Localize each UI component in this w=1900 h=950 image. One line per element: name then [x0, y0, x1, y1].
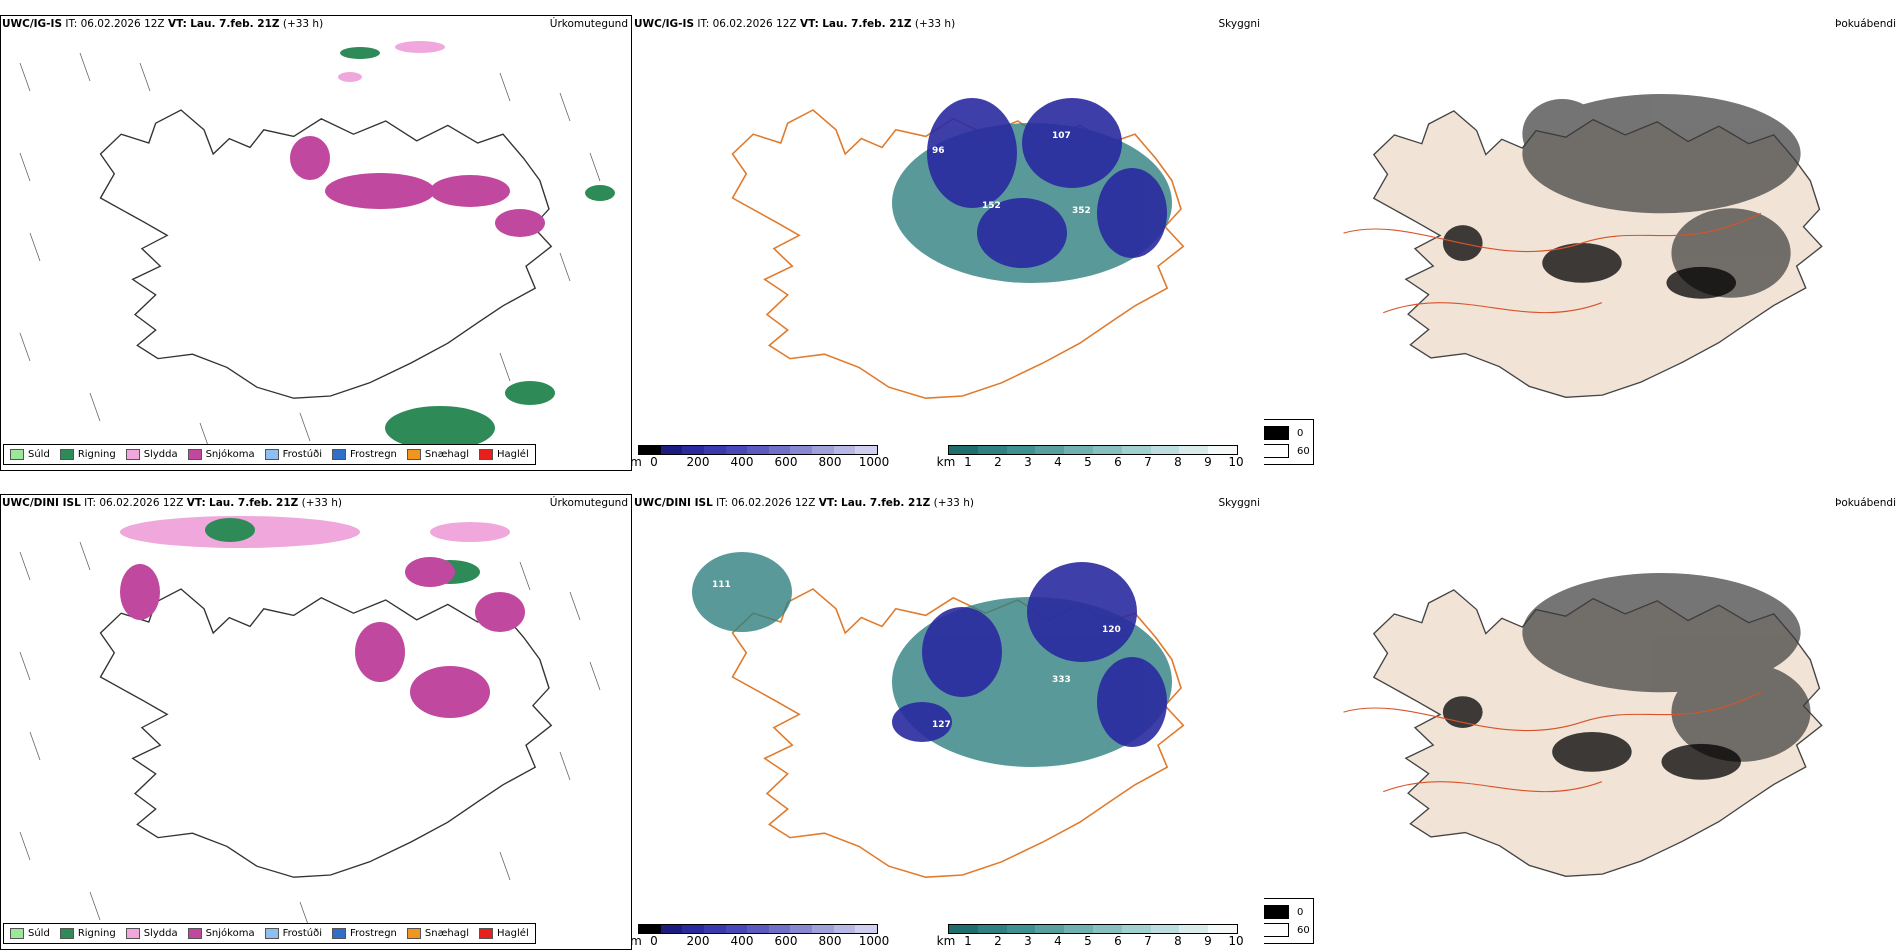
legend-swatch — [264, 449, 279, 460]
panel-header: UWC/DINI ISL IT: 06.02.2026 12Z VT: Lau.… — [2, 497, 342, 509]
legend-item: Rigning — [59, 928, 116, 939]
legend-swatch — [406, 449, 421, 460]
precip-map — [19, 516, 601, 931]
legend-swatch — [59, 449, 74, 460]
precip-type-panel-igis: UWC/IG-IS IT: 06.02.2026 12Z VT: Lau. 7.… — [0, 15, 632, 471]
fog-legend: 0 60 — [1264, 419, 1314, 465]
panel-header: UWC/IG-IS IT: 06.02.2026 12Z VT: Lau. 7.… — [634, 18, 956, 30]
panel-header: UWC/DINI ISL IT: 06.02.2026 12Z VT: Lau.… — [634, 497, 974, 509]
ceiling-label: 333 — [1052, 675, 1071, 685]
ceiling-label: 96 — [932, 146, 945, 156]
ceiling-label: 238 — [862, 553, 881, 563]
panel-header: UWC/IG-IS IT: 06.02.2026 12Z VT: Lau. 7.… — [2, 18, 324, 30]
panel-title: Úrkomutegund — [549, 497, 628, 509]
fog-legend-row: 60 — [1264, 444, 1310, 458]
visibility-colorbar-bars — [948, 445, 1238, 455]
fog-legend-box — [1264, 923, 1289, 937]
ceiling-colorbar: m 0 200 400 600 800 1000 — [632, 445, 890, 469]
fog-index-map — [1343, 94, 1823, 398]
legend-swatch — [332, 449, 346, 460]
ceiling-label: 81 — [752, 106, 765, 116]
legend-item: Súld — [10, 928, 50, 939]
legend-swatch — [479, 928, 494, 939]
legend-swatch — [187, 449, 202, 460]
legend-item: Snjókoma — [187, 449, 255, 460]
fog-legend: 0 60 — [1264, 898, 1314, 944]
legend-swatch — [332, 928, 346, 939]
cloud-ceiling-panel-igis: UWC/IG-IS IT: 06.02.2026 12Z VT: Lau. 7.… — [632, 15, 1264, 471]
legend-swatch — [10, 928, 24, 939]
fog-legend-box — [1264, 905, 1289, 919]
legend-swatch — [125, 449, 140, 460]
panel-title: Skyggni — [1218, 497, 1261, 509]
legend-item: Snæhagl — [406, 449, 469, 460]
legend-swatch — [406, 928, 421, 939]
legend-swatch — [264, 928, 279, 939]
ceiling-colorbar: m 0 200 400 600 800 1000 — [632, 924, 890, 948]
precip-type-legend: Súld Rigning Slydda Snjókoma Frostúði Fr… — [3, 444, 536, 465]
cloud-ceiling-map: 81 96 107 152 352 — [731, 98, 1185, 400]
fog-index-panel-dini: Þokuábendi 0 60 — [1264, 494, 1900, 950]
legend-swatch — [10, 449, 24, 460]
ceiling-label: 127 — [932, 720, 951, 730]
ceiling-colorbar-ticks: m 0 200 400 600 800 1000 — [632, 455, 890, 469]
precip-type-legend: Súld Rigning Slydda Snjókoma Frostúði Fr… — [3, 923, 536, 944]
visibility-colorbar: km 1 2 3 4 5 6 7 8 9 10 — [936, 445, 1244, 469]
ceiling-label: 152 — [982, 201, 1001, 211]
visibility-colorbar: km 1 2 3 4 5 6 7 8 9 10 — [936, 924, 1244, 948]
precip-type-panel-dini: UWC/DINI ISL IT: 06.02.2026 12Z VT: Lau.… — [0, 494, 632, 950]
ceiling-colorbar-bars — [638, 924, 878, 934]
panel-title: Þokuábendi — [1835, 18, 1896, 30]
legend-item: Súld — [10, 449, 50, 460]
legend-item: Slydda — [125, 449, 178, 460]
legend-item: Slydda — [125, 928, 178, 939]
cloud-ceiling-panel-dini: UWC/DINI ISL IT: 06.02.2026 12Z VT: Lau.… — [632, 494, 1264, 950]
visibility-colorbar-ticks: km 1 2 3 4 5 6 7 8 9 10 — [936, 934, 1244, 948]
fog-legend-row: 0 — [1264, 426, 1303, 440]
fog-index-panel-igis: Þokuábendi 0 60 — [1264, 15, 1900, 471]
legend-swatch — [125, 928, 140, 939]
legend-swatch — [187, 928, 202, 939]
precip-map — [19, 41, 615, 452]
legend-item: Haglél — [479, 928, 529, 939]
legend-item: Snæhagl — [406, 928, 469, 939]
fog-legend-row: 60 — [1264, 923, 1310, 937]
panel-title: Þokuábendi — [1835, 497, 1896, 509]
visibility-colorbar-ticks: km 1 2 3 4 5 6 7 8 9 10 — [936, 455, 1244, 469]
legend-item: Rigning — [59, 449, 116, 460]
ceiling-label: 352 — [1072, 206, 1091, 216]
ceiling-colorbar-ticks: m 0 200 400 600 800 1000 — [632, 934, 890, 948]
legend-item: Frostregn — [332, 928, 397, 939]
legend-item: Haglél — [479, 449, 529, 460]
fog-legend-box — [1264, 426, 1289, 440]
legend-item: Snjókoma — [187, 928, 255, 939]
legend-item: Frostúði — [264, 928, 322, 939]
cloud-ceiling-map: 238 111 333 120 127 — [692, 552, 1185, 879]
legend-item: Frostúði — [264, 449, 322, 460]
panel-title: Úrkomutegund — [549, 18, 628, 30]
fog-legend-box — [1264, 444, 1289, 458]
ceiling-label: 107 — [1052, 131, 1071, 141]
legend-item: Frostregn — [332, 449, 397, 460]
ceiling-label: 120 — [1102, 625, 1121, 635]
panel-title: Skyggni — [1218, 18, 1261, 30]
legend-swatch — [479, 449, 494, 460]
visibility-colorbar-bars — [948, 924, 1238, 934]
ceiling-colorbar-bars — [638, 445, 878, 455]
ceiling-label: 111 — [712, 580, 731, 590]
fog-index-map — [1343, 573, 1823, 877]
fog-legend-row: 0 — [1264, 905, 1303, 919]
legend-swatch — [59, 928, 74, 939]
